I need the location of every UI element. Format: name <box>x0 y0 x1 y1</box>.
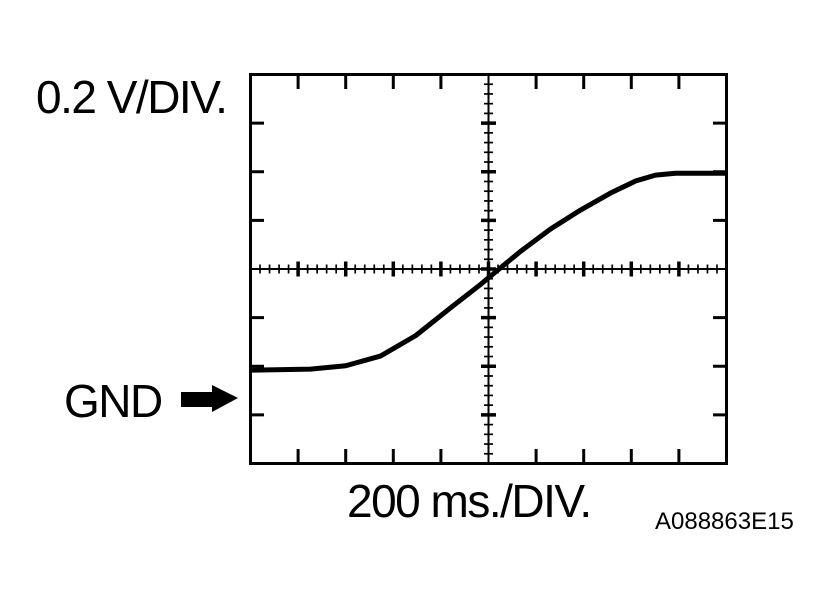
waveform-curve <box>249 170 728 373</box>
y-scale-label: 0.2 V/DIV. <box>36 71 228 123</box>
x-scale-label: 200 ms./DIV. <box>347 475 592 527</box>
figure-code: A088863E15 <box>655 508 794 535</box>
waveform-plot <box>249 73 728 465</box>
gnd-arrow-icon <box>181 385 238 412</box>
gnd-label: GND <box>64 375 163 427</box>
